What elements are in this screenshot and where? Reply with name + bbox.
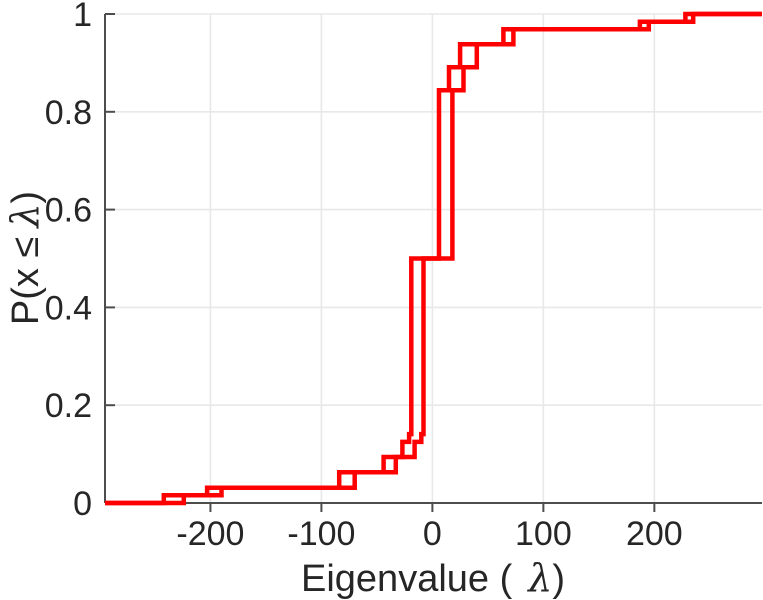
y-tick-label: 0.2: [45, 387, 92, 425]
x-tick-label: -100: [287, 515, 355, 553]
chart-generated: -200 -100 0 100 200 0 0.2 0.4 0.6 0.8 1: [45, 0, 762, 553]
x-axis-label-close-paren: ): [552, 558, 565, 600]
lambda-symbol: λ: [526, 556, 552, 600]
x-tick-label: 100: [515, 515, 572, 553]
y-tick-label: 0.4: [45, 289, 92, 327]
y-tick-label: 0.6: [45, 192, 92, 230]
x-axis-label: Eigenvalue ( λ): [301, 556, 565, 600]
y-axis-label: P(x ≤ λ): [3, 191, 47, 325]
y-tick-label: 0: [73, 485, 92, 523]
x-tick-label: -200: [176, 515, 244, 553]
y-tick-label: 1: [73, 0, 92, 34]
y-axis-label-text: P(x ≤: [5, 237, 47, 325]
y-tick-label: 0.8: [45, 94, 92, 132]
x-tick-label: 0: [423, 515, 442, 553]
x-axis-label-text: Eigenvalue (: [301, 558, 513, 600]
lambda-symbol: λ: [3, 204, 47, 230]
x-tick-label: 200: [626, 515, 683, 553]
ecdf-1-line: [105, 11, 762, 506]
y-axis-label-close-paren: ): [5, 191, 47, 204]
